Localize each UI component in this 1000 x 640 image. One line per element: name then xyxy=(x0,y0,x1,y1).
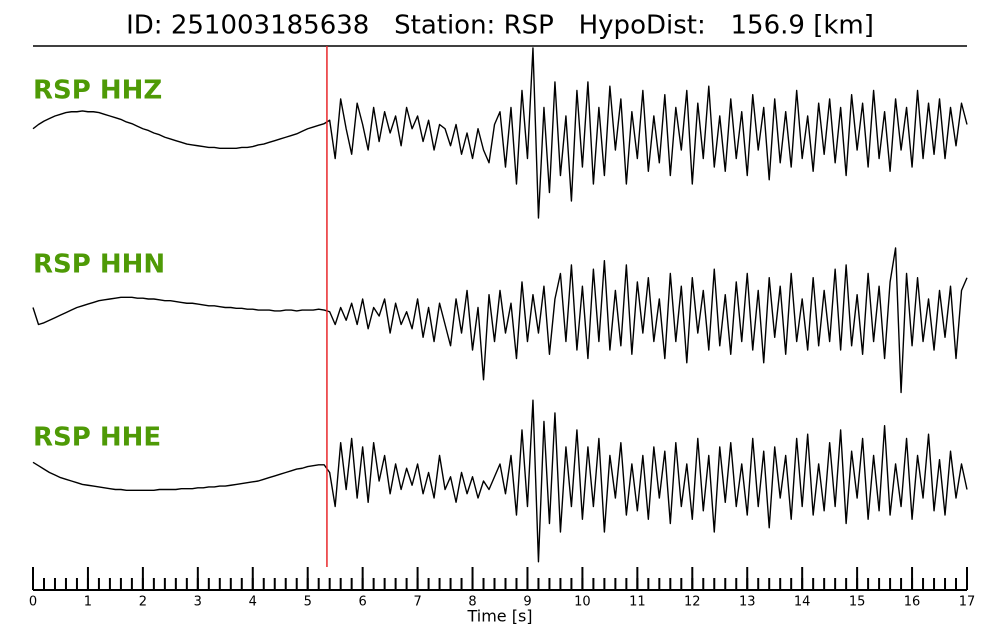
x-tick-label: 12 xyxy=(684,595,701,610)
trace-label: RSP HHZ xyxy=(33,76,162,106)
x-tick-label: 7 xyxy=(413,595,421,610)
x-tick-label: 11 xyxy=(629,595,646,610)
x-tick-label: 6 xyxy=(359,595,367,610)
x-tick-label: 5 xyxy=(304,595,312,610)
x-tick-label: 14 xyxy=(794,595,811,610)
x-tick-label: 15 xyxy=(849,595,866,610)
waveform xyxy=(32,47,968,219)
x-tick-label: 2 xyxy=(139,595,147,610)
chart-title: ID: 251003185638 Station: RSP HypoDist: … xyxy=(126,11,874,41)
x-tick-label: 1 xyxy=(84,595,92,610)
waveform xyxy=(32,247,968,394)
x-tick-label: 0 xyxy=(29,595,37,610)
x-axis-label: Time [s] xyxy=(466,607,532,626)
x-tick-label: 16 xyxy=(904,595,921,610)
x-tick-label: 13 xyxy=(739,595,756,610)
trace-label: RSP HHE xyxy=(33,423,161,453)
x-tick-label: 9 xyxy=(523,595,531,610)
x-tick-label: 3 xyxy=(194,595,202,610)
x-tick-label: 17 xyxy=(959,595,976,610)
x-tick-label: 8 xyxy=(468,595,476,610)
x-tick-label: 10 xyxy=(574,595,591,610)
trace-label: RSP HHN xyxy=(33,250,165,280)
x-tick-label: 4 xyxy=(249,595,257,610)
waveform xyxy=(32,399,968,563)
